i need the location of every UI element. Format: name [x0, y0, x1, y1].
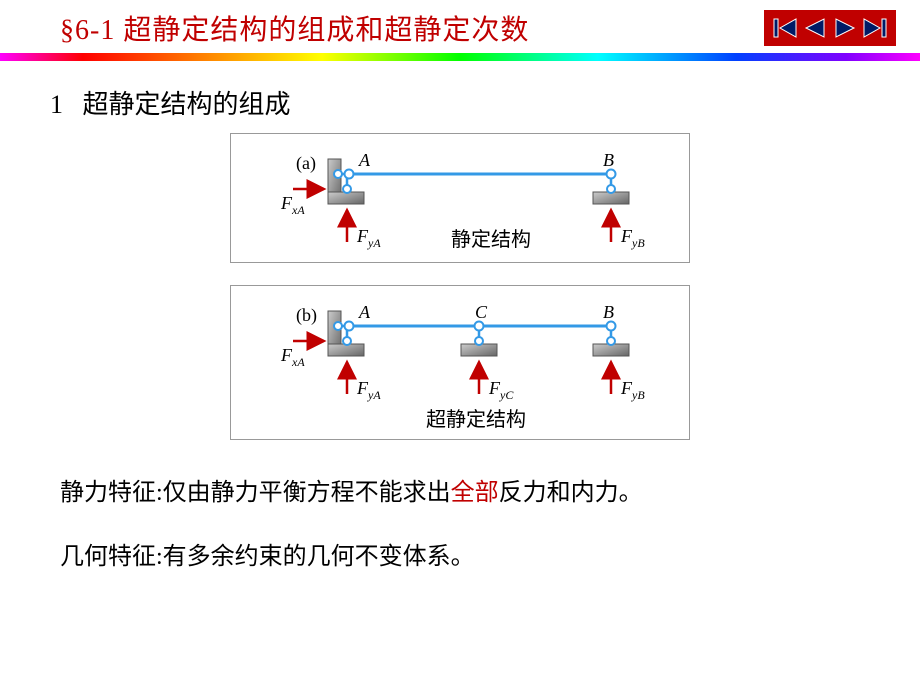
fxa-label: FxA [280, 193, 305, 217]
hinge-a2 [345, 170, 354, 179]
fya-label: FyA [356, 226, 381, 250]
nav-next-icon[interactable] [830, 14, 860, 42]
diagram-a: (a) A B FxA FyA [230, 133, 690, 263]
subtitle: 1 超静定结构的组成 [50, 84, 870, 121]
label-bb: B [603, 302, 614, 322]
content-area: 1 超静定结构的组成 (a) [0, 66, 920, 575]
text1-highlight: 全部 [451, 480, 499, 506]
text-line-1: 静力特征:仅由静力平衡方程不能求出全部反力和内力。 [60, 475, 870, 511]
text1-post: 反力和内力。 [499, 480, 643, 506]
hinge-ba2 [345, 322, 354, 331]
hinge-bb1 [607, 322, 616, 331]
diagram-b: (b) A C B [230, 285, 690, 440]
text-line-2: 几何特征:有多余约束的几何不变体系。 [60, 539, 870, 575]
diagram-b-wrap: (b) A C B [50, 285, 870, 440]
diagram-a-wrap: (a) A B FxA FyA [50, 133, 870, 263]
hinge-bc1 [475, 322, 484, 331]
nav-buttons [764, 10, 896, 46]
bfya-label: FyA [356, 378, 381, 402]
text2-full: 几何特征:有多余约束的几何不变体系。 [60, 544, 475, 570]
hinge-b1 [607, 170, 616, 179]
caption-a: 静定结构 [451, 228, 531, 251]
nav-prev-icon[interactable] [800, 14, 830, 42]
nav-last-icon[interactable] [860, 14, 890, 42]
section-title: §6-1 超静定结构的组成和超静定次数 [60, 8, 764, 48]
hinge-b2 [607, 185, 615, 193]
bfyc-label: FyC [488, 378, 514, 402]
hinge-a3 [343, 185, 351, 193]
label-bc: C [475, 302, 488, 322]
nav-first-icon[interactable] [770, 14, 800, 42]
label-b: B [603, 150, 614, 170]
caption-b: 超静定结构 [426, 408, 526, 431]
hinge-a1 [334, 170, 342, 178]
subtitle-text: 超静定结构的组成 [83, 90, 291, 119]
diagram-b-letter: (b) [296, 305, 317, 326]
diagram-a-letter: (a) [296, 153, 316, 174]
fyb-label: FyB [620, 226, 645, 250]
hinge-ba3 [343, 337, 351, 345]
text1-pre: 静力特征:仅由静力平衡方程不能求出 [60, 480, 451, 506]
subtitle-number: 1 [50, 90, 63, 119]
header-row: §6-1 超静定结构的组成和超静定次数 [0, 0, 920, 48]
bfyb-label: FyB [620, 378, 645, 402]
hinge-ba1 [334, 322, 342, 330]
bfxa-label: FxA [280, 345, 305, 369]
hinge-bb2 [607, 337, 615, 345]
label-a: A [358, 150, 371, 170]
rainbow-divider [0, 53, 920, 61]
label-ba: A [358, 302, 371, 322]
hinge-bc2 [475, 337, 483, 345]
